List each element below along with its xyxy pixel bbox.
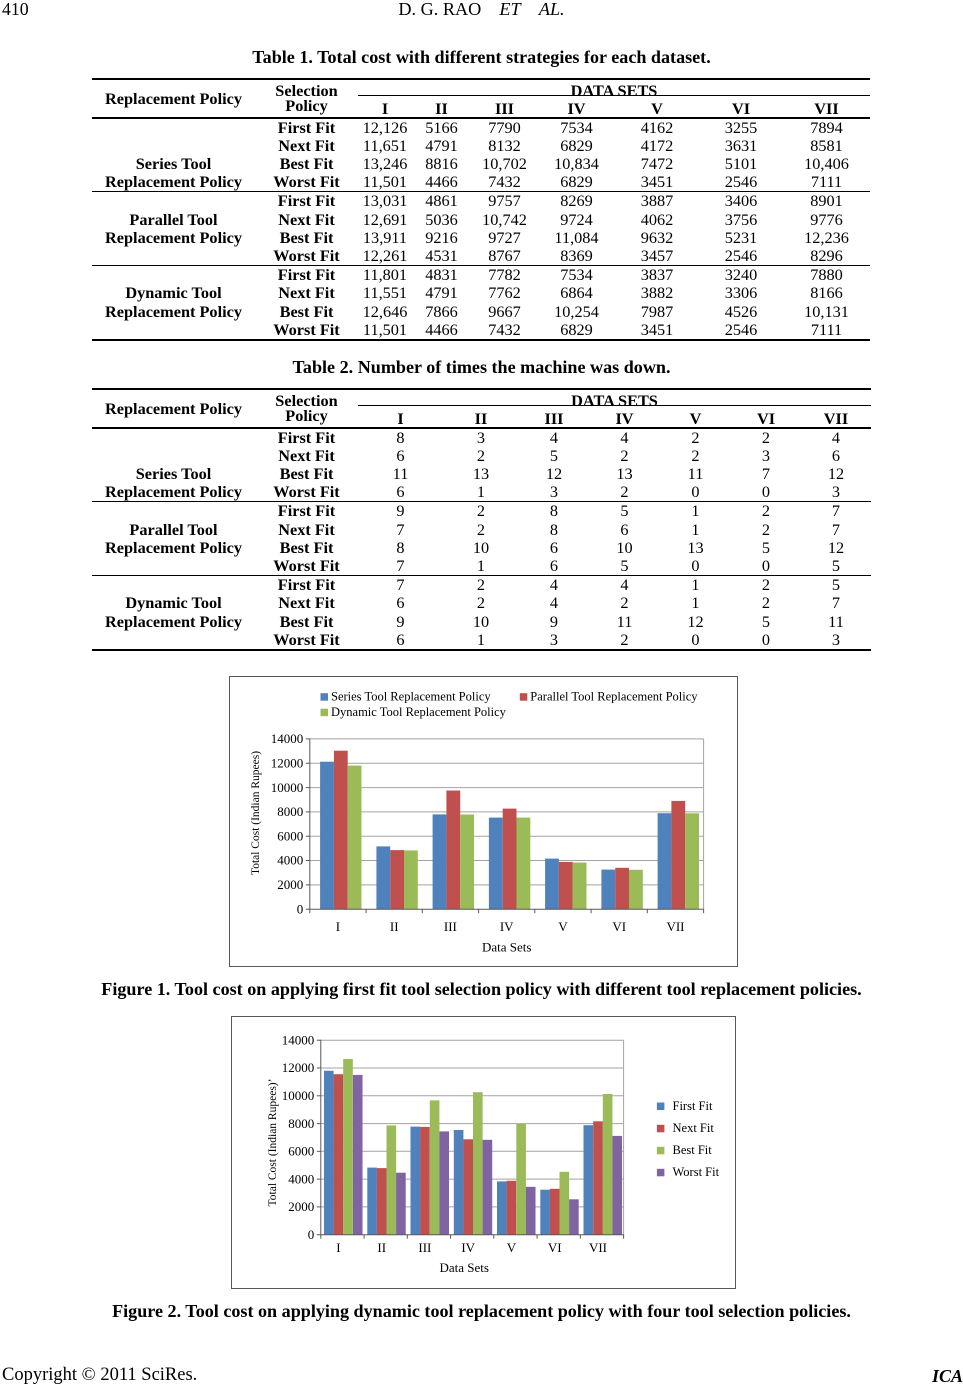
svg-text:I: I <box>336 919 340 934</box>
svg-text:14000: 14000 <box>282 1032 315 1047</box>
svg-text:II: II <box>390 919 399 934</box>
svg-text:10000: 10000 <box>282 1088 315 1103</box>
svg-text:III: III <box>444 919 457 934</box>
svg-text:12000: 12000 <box>271 755 304 770</box>
svg-text:0: 0 <box>308 1227 315 1242</box>
svg-text:VI: VI <box>548 1240 562 1255</box>
svg-text:Best Fit: Best Fit <box>673 1143 713 1157</box>
svg-text:Total Cost (Indian Rupees)’: Total Cost (Indian Rupees)’ <box>267 1079 279 1207</box>
svg-text:10000: 10000 <box>271 780 304 795</box>
svg-text:Dynamic Tool Replacement Polic: Dynamic Tool Replacement Policy <box>331 705 507 719</box>
svg-text:I: I <box>336 1240 340 1255</box>
svg-text:14000: 14000 <box>271 731 304 746</box>
svg-text:V: V <box>558 919 568 934</box>
svg-text:8000: 8000 <box>277 804 303 819</box>
svg-text:Total Cost (Indian Rupees): Total Cost (Indian Rupees) <box>250 751 262 875</box>
svg-text:Data Sets: Data Sets <box>439 1260 488 1275</box>
svg-text:Parallel Tool Replacement Poli: Parallel Tool Replacement Policy <box>530 690 698 704</box>
svg-text:2000: 2000 <box>277 877 303 892</box>
svg-text:4000: 4000 <box>277 853 303 868</box>
svg-text:IV: IV <box>500 919 514 934</box>
svg-text:6000: 6000 <box>288 1144 314 1159</box>
svg-text:VII: VII <box>589 1240 607 1255</box>
svg-text:6000: 6000 <box>277 828 303 843</box>
svg-text:III: III <box>418 1240 431 1255</box>
svg-text:Series Tool Replacement Policy: Series Tool Replacement Policy <box>331 690 491 704</box>
svg-text:Data Sets: Data Sets <box>482 940 531 955</box>
svg-text:VI: VI <box>612 919 626 934</box>
svg-text:V: V <box>507 1240 517 1255</box>
svg-text:0: 0 <box>297 901 304 916</box>
svg-text:8000: 8000 <box>288 1116 314 1131</box>
svg-text:2000: 2000 <box>288 1199 314 1214</box>
svg-text:II: II <box>377 1240 386 1255</box>
svg-text:IV: IV <box>461 1240 475 1255</box>
svg-text:VII: VII <box>666 919 684 934</box>
svg-text:Worst Fit: Worst Fit <box>673 1165 720 1179</box>
svg-text:4000: 4000 <box>288 1171 314 1186</box>
svg-text:Next Fit: Next Fit <box>673 1121 715 1135</box>
svg-text:First Fit: First Fit <box>673 1099 713 1113</box>
svg-text:12000: 12000 <box>282 1060 315 1075</box>
